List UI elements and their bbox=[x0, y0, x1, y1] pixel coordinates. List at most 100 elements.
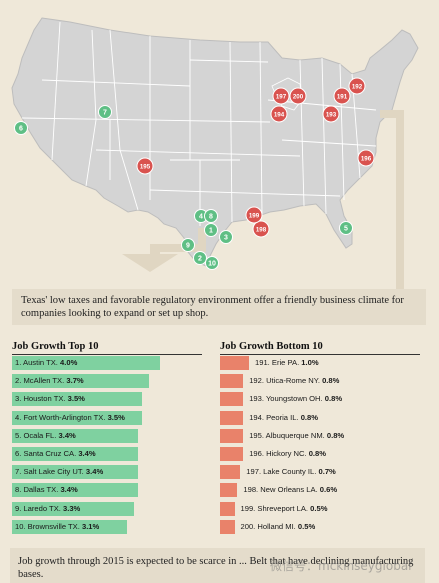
top-city-marker: 9 bbox=[181, 238, 195, 252]
top-10-row: 3. Houston TX. 3.5% bbox=[12, 392, 212, 407]
top-city-marker-label: 3 bbox=[224, 235, 228, 242]
bottom-10-row: 192. Utica-Rome NY. 0.8% bbox=[220, 374, 430, 389]
state-border-line bbox=[51, 21, 61, 161]
bottom-10-category: 195. Albuquerque NM. bbox=[249, 430, 327, 440]
top-10-category: 6. Santa Cruz CA. bbox=[15, 449, 79, 458]
top-city-marker-label: 7 bbox=[103, 110, 107, 117]
bottom-city-marker-label: 192 bbox=[352, 84, 363, 91]
bottom-10-bar bbox=[220, 410, 244, 425]
bottom-city-marker-dot bbox=[322, 105, 340, 123]
bottom-city-marker-label: 196 bbox=[361, 156, 372, 163]
top-city-marker-dot bbox=[14, 121, 28, 135]
bottom-10-value: 0.5% bbox=[310, 503, 328, 513]
top-city-marker-label: 5 bbox=[344, 226, 348, 233]
top-10-value: 3.5% bbox=[67, 394, 85, 404]
bottom-10-category: 194. Peoria IL. bbox=[249, 412, 301, 422]
left-flow-arrow bbox=[122, 228, 206, 272]
bottom-10-value: 0.5% bbox=[297, 521, 316, 531]
bottom-10-row: 200. Holland MI. 0.5% bbox=[220, 519, 430, 534]
bottom-10-label: 194. Peoria IL. 0.8% bbox=[249, 411, 318, 425]
top-city-marker-dot bbox=[339, 221, 353, 235]
bottom-10-value: 1.0% bbox=[301, 358, 319, 367]
state-border-line bbox=[149, 189, 341, 197]
top-10-row: 10. Brownsville TX. 3.1% bbox=[12, 519, 212, 534]
bottom-city-marker-dot bbox=[333, 87, 351, 105]
bottom-city-marker: 196 bbox=[357, 149, 375, 167]
top-10-bar bbox=[12, 392, 142, 407]
bottom-city-marker-label: 191 bbox=[337, 94, 348, 101]
bottom-10-value: 0.8% bbox=[300, 412, 319, 422]
bottom-10-category: 199. Shreveport LA. bbox=[240, 503, 311, 513]
bottom-10-label: 199. Shreveport LA. 0.5% bbox=[241, 502, 328, 516]
contiguous-us-outline bbox=[11, 17, 419, 267]
bottom-city-marker: 198 bbox=[252, 220, 270, 238]
bottom-city-marker-dot bbox=[245, 206, 263, 224]
top-10-label: 1. Austin TX. 4.0% bbox=[15, 356, 77, 370]
bottom-10-label: 198. New Orleans LA. 0.6% bbox=[243, 483, 337, 497]
top-10-bar bbox=[12, 483, 138, 498]
bottom-10-row: 199. Shreveport LA. 0.5% bbox=[220, 501, 430, 516]
top-city-marker: 7 bbox=[98, 105, 112, 119]
top-city-marker-label: 8 bbox=[209, 214, 213, 221]
us-map: 1 2 3 4 5 6 7 8 9 10 191 192 193 194 195 196 197 198 199 20… bbox=[11, 17, 419, 290]
state-border-line bbox=[229, 41, 233, 223]
bottom-10-row: 191. Erie PA. 1.0% bbox=[220, 356, 430, 370]
state-border-line bbox=[189, 59, 269, 63]
bottom-10-title: Job Growth Bottom 10 bbox=[220, 341, 323, 352]
top-10-category: 10. Brownsville TX. bbox=[15, 521, 82, 531]
bottom-note-text: Job growth through 2015 is expected to b… bbox=[18, 556, 414, 580]
top-10-value: 3.7% bbox=[66, 376, 84, 386]
state-border-line bbox=[41, 79, 191, 87]
top-10-value: 3.4% bbox=[60, 485, 78, 495]
bottom-10-bar bbox=[220, 483, 238, 498]
bottom-city-marker-dot bbox=[357, 149, 375, 167]
bottom-city-marker-label: 195 bbox=[140, 164, 151, 171]
top-10-bar bbox=[12, 356, 160, 370]
top-10-bar-chart: 1. Austin TX. 4.0% 2. McAllen TX. 3.7% 3. … bbox=[12, 356, 212, 546]
top-10-value: 3.3% bbox=[62, 503, 81, 513]
flow-arrows bbox=[122, 110, 404, 290]
top-city-marker-label: 10 bbox=[208, 261, 216, 268]
bottom-10-category: 191. Erie PA. bbox=[255, 358, 302, 367]
bottom-city-marker: 194 bbox=[270, 105, 288, 123]
bottom-city-marker-label: 194 bbox=[274, 112, 285, 119]
top-10-value: 3.5% bbox=[107, 412, 125, 422]
bottom-10-value: 0.8% bbox=[308, 449, 327, 458]
top-10-value: 4.0% bbox=[60, 358, 78, 367]
bottom-10-bar bbox=[220, 356, 249, 370]
bottom-10-value: 0.8% bbox=[324, 394, 343, 404]
state-border-line bbox=[259, 41, 263, 215]
bottom-10-bar bbox=[220, 501, 235, 516]
state-border-line bbox=[321, 57, 327, 215]
state-border-line bbox=[299, 59, 305, 207]
right-flow-arrow bbox=[380, 110, 404, 290]
top-city-marker-dot bbox=[98, 105, 112, 119]
top-10-title: Job Growth Top 10 bbox=[12, 341, 99, 352]
bottom-city-marker: 200 bbox=[289, 87, 307, 105]
top-city-marker: 6 bbox=[14, 121, 28, 135]
top-10-category: 4. Fort Worth-Arlington TX. bbox=[15, 412, 108, 422]
bottom-city-marker-dot bbox=[272, 87, 290, 105]
bottom-10-rule bbox=[220, 354, 420, 355]
bottom-10-row: 198. New Orleans LA. 0.6% bbox=[220, 483, 430, 498]
top-city-marker-label: 9 bbox=[186, 243, 190, 250]
top-10-label: 7. Salt Lake City UT. 3.4% bbox=[15, 465, 103, 479]
bottom-10-category: 198. New Orleans LA. bbox=[243, 485, 320, 495]
state-border-line bbox=[339, 63, 345, 201]
top-10-rule bbox=[12, 354, 202, 355]
callout-text: Texas' low taxes and favorable regulator… bbox=[21, 295, 404, 319]
top-10-row: 5. Ocala FL. 3.4% bbox=[12, 428, 212, 443]
top-10-row: 1. Austin TX. 4.0% bbox=[12, 356, 212, 370]
bottom-10-row: 196. Hickory NC. 0.8% bbox=[220, 447, 430, 461]
bottom-10-value: 0.8% bbox=[322, 376, 340, 386]
bottom-city-marker: 193 bbox=[322, 105, 340, 123]
bottom-10-category: 193. Youngstown OH. bbox=[249, 394, 325, 404]
top-10-label: 9. Laredo TX. 3.3% bbox=[15, 502, 80, 516]
top-10-value: 3.1% bbox=[81, 521, 100, 531]
bottom-10-category: 197. Lake County IL. bbox=[246, 467, 319, 477]
top-city-marker-dot bbox=[204, 223, 218, 237]
top-10-row: 2. McAllen TX. 3.7% bbox=[12, 374, 212, 389]
top-city-marker-dot bbox=[219, 230, 233, 244]
top-city-marker-label: 4 bbox=[199, 214, 203, 221]
bottom-city-marker: 192 bbox=[348, 77, 366, 95]
